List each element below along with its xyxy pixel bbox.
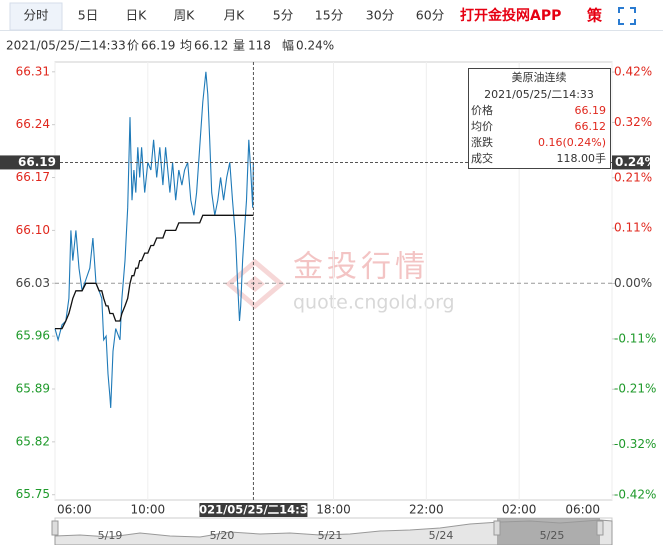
x-tick-label: 06:00 <box>57 503 92 517</box>
tab[interactable]: 30分 <box>366 8 394 23</box>
watermark-name: 金投行情 <box>293 250 429 285</box>
watermark-url: quote.cngold.org <box>293 292 455 314</box>
y2-tick-label: 0.00% <box>614 276 652 290</box>
tab[interactable]: 15分 <box>315 8 343 23</box>
tooltip-value: 0.16(0.24%) <box>538 136 606 149</box>
tab[interactable]: 日K <box>126 8 148 23</box>
x-tick-label: 18:00 <box>316 503 351 517</box>
info-vol: 118 <box>248 39 271 53</box>
y2-tick-label: -0.42% <box>614 487 656 501</box>
cursor-time: 2021/05/25/二14:33 <box>191 503 316 517</box>
tooltip-time: 2021/05/25/二14:33 <box>484 88 594 101</box>
fullscreen-icon[interactable] <box>618 7 636 25</box>
tab-selected <box>9 2 63 31</box>
tooltip-label: 价格 <box>471 103 493 117</box>
plot: 06:00 10:00 18:00 22:00 02:00 06:00 66.31 66.24… <box>0 61 657 517</box>
y2-tick-label: -0.32% <box>614 437 656 451</box>
navigator <box>51 517 613 545</box>
info-change-label: 幅 <box>282 38 294 53</box>
y-tick-label: 66.17 <box>16 170 50 184</box>
y-tick-label: 65.96 <box>16 329 50 343</box>
cursor-price-box <box>0 155 60 170</box>
y-tick-label: 65.89 <box>16 381 50 395</box>
navigator-date: 5/19 <box>98 529 123 542</box>
cursor-price: 66.19 <box>18 155 56 169</box>
y-tick-label: 65.82 <box>16 434 50 448</box>
tooltip-value: 66.12 <box>575 120 607 133</box>
y-tick-label: 65.75 <box>16 487 50 501</box>
tooltip-label: 成交 <box>471 151 493 165</box>
x-tick-label: 02:00 <box>502 503 537 517</box>
tooltip-value: 118.00手 <box>557 151 607 165</box>
tab[interactable]: 分时 <box>23 8 49 23</box>
strategy-button[interactable]: 策 <box>586 7 603 25</box>
navigator-date: 5/20 <box>210 529 235 542</box>
y2-tick-label: -0.21% <box>614 382 656 396</box>
info-avg: 66.12 <box>194 39 228 53</box>
y-tick-label: 66.10 <box>16 223 50 237</box>
navigator-date: 5/24 <box>429 529 454 542</box>
tooltip-box <box>468 68 611 169</box>
info-change: 0.24% <box>296 39 334 53</box>
tab[interactable]: 周K <box>174 8 196 23</box>
price-line <box>54 71 254 408</box>
y-tick-label: 66.31 <box>16 64 50 78</box>
tab[interactable]: 5分 <box>273 8 293 23</box>
cursor-percent: 0.24% <box>615 155 657 169</box>
tabs: 分时 5日 日K 周K 月K 5分 15分 30分 60分 <box>9 2 444 31</box>
info-vol-label: 量 <box>233 39 245 53</box>
info-price: 66.19 <box>141 39 175 53</box>
y-tick-label: 66.03 <box>16 276 50 290</box>
y2-tick-label: 0.11% <box>614 221 652 235</box>
info-price-label: 价 <box>127 39 139 53</box>
tab[interactable]: 60分 <box>416 8 444 23</box>
y2-tick-label: 0.21% <box>614 170 652 184</box>
navigator-date: 5/21 <box>318 529 343 542</box>
y2-tick-label: 0.32% <box>614 115 652 129</box>
tooltip-label: 涨跌 <box>471 135 493 149</box>
x-tick-label: 06:00 <box>565 503 600 517</box>
tab[interactable]: 月K <box>224 8 246 23</box>
tab[interactable]: 5日 <box>78 8 98 23</box>
cursor-percent-box <box>612 155 650 170</box>
app-link[interactable]: 打开金投网APP <box>460 7 561 24</box>
x-tick-label: 22:00 <box>409 503 444 517</box>
tooltip-title: 美原油连续 <box>512 70 567 84</box>
y-tick-label: 66.24 <box>16 117 50 131</box>
tooltip-value: 66.19 <box>575 104 607 117</box>
info-time: 2021/05/25/二14:33 <box>6 39 126 53</box>
average-line <box>55 214 254 330</box>
info-line: 2021/05/25/二14:33 价 66.19 均 66.12 量 118 幅 0.24% <box>6 38 334 53</box>
navigator-date: 5/25 <box>540 529 565 542</box>
navigator-labels: 5/19 5/20 5/21 5/24 5/25 <box>98 529 565 542</box>
tab-bar <box>0 0 663 30</box>
cursor-time-box <box>199 503 308 517</box>
info-avg-label: 均 <box>180 39 192 53</box>
x-tick-label: 10:00 <box>131 503 166 517</box>
y2-tick-label: -0.11% <box>614 331 656 345</box>
tooltip-label: 均价 <box>471 120 493 133</box>
y2-tick-label: 0.42% <box>614 65 652 79</box>
